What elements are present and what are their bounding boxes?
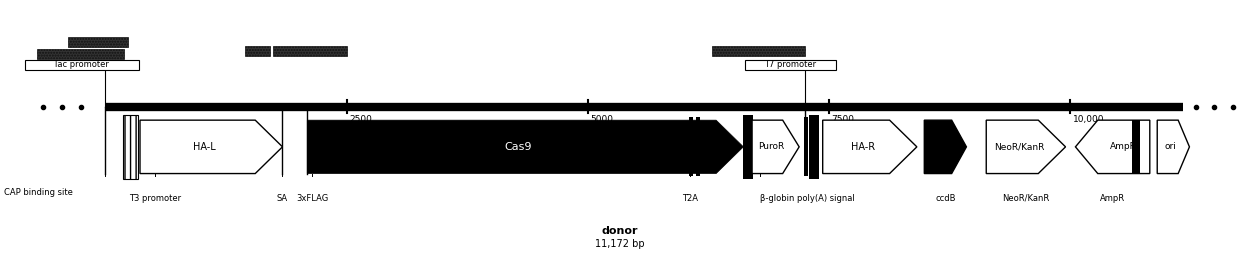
Bar	[804, 117, 808, 176]
Text: β-globin poly(A) signal: β-globin poly(A) signal	[760, 194, 854, 203]
Bar	[25, 60, 139, 70]
Polygon shape	[140, 120, 282, 174]
Bar	[245, 46, 270, 56]
Polygon shape	[752, 120, 799, 174]
Text: SA: SA	[278, 194, 287, 203]
Text: 11,172 bp: 11,172 bp	[595, 239, 644, 249]
Text: ori: ori	[1165, 142, 1177, 151]
Bar	[68, 37, 128, 47]
Polygon shape	[986, 120, 1066, 174]
Text: 10,000: 10,000	[1073, 115, 1104, 124]
Text: NeoR/KanR: NeoR/KanR	[994, 142, 1044, 151]
Bar	[37, 49, 124, 59]
Bar	[696, 117, 700, 176]
Bar	[809, 115, 819, 179]
Bar	[273, 46, 347, 56]
Text: T3 promoter: T3 promoter	[129, 194, 181, 203]
Polygon shape	[823, 120, 917, 174]
Bar	[745, 60, 836, 70]
Text: ccdB: ccdB	[935, 194, 955, 203]
Text: AmpR: AmpR	[1100, 194, 1125, 203]
Text: Cas9: Cas9	[504, 142, 533, 152]
Text: CAP binding site: CAP binding site	[4, 188, 73, 197]
Text: HA-R: HA-R	[851, 142, 875, 152]
Bar	[810, 117, 814, 176]
Text: 2500: 2500	[349, 115, 372, 124]
Text: donor: donor	[601, 226, 638, 236]
Polygon shape	[924, 120, 966, 174]
Bar	[743, 115, 753, 179]
Text: 7500: 7500	[831, 115, 855, 124]
Text: PuroR: PuroR	[758, 142, 784, 151]
Text: NeoR/KanR: NeoR/KanR	[1002, 194, 1049, 203]
Text: 3xFLAG: 3xFLAG	[296, 194, 328, 203]
Bar	[123, 115, 138, 179]
Polygon shape	[1157, 120, 1189, 174]
Text: lac promoter: lac promoter	[55, 60, 109, 69]
Text: HA-L: HA-L	[193, 142, 216, 152]
Text: T7 promoter: T7 promoter	[764, 60, 817, 69]
Text: 5000: 5000	[590, 115, 613, 124]
Text: T2A: T2A	[683, 194, 698, 203]
Bar	[1132, 120, 1140, 174]
Bar	[689, 117, 693, 176]
Bar	[712, 46, 805, 56]
Text: AmpR: AmpR	[1110, 142, 1137, 151]
Polygon shape	[1075, 120, 1150, 174]
Polygon shape	[307, 120, 743, 174]
